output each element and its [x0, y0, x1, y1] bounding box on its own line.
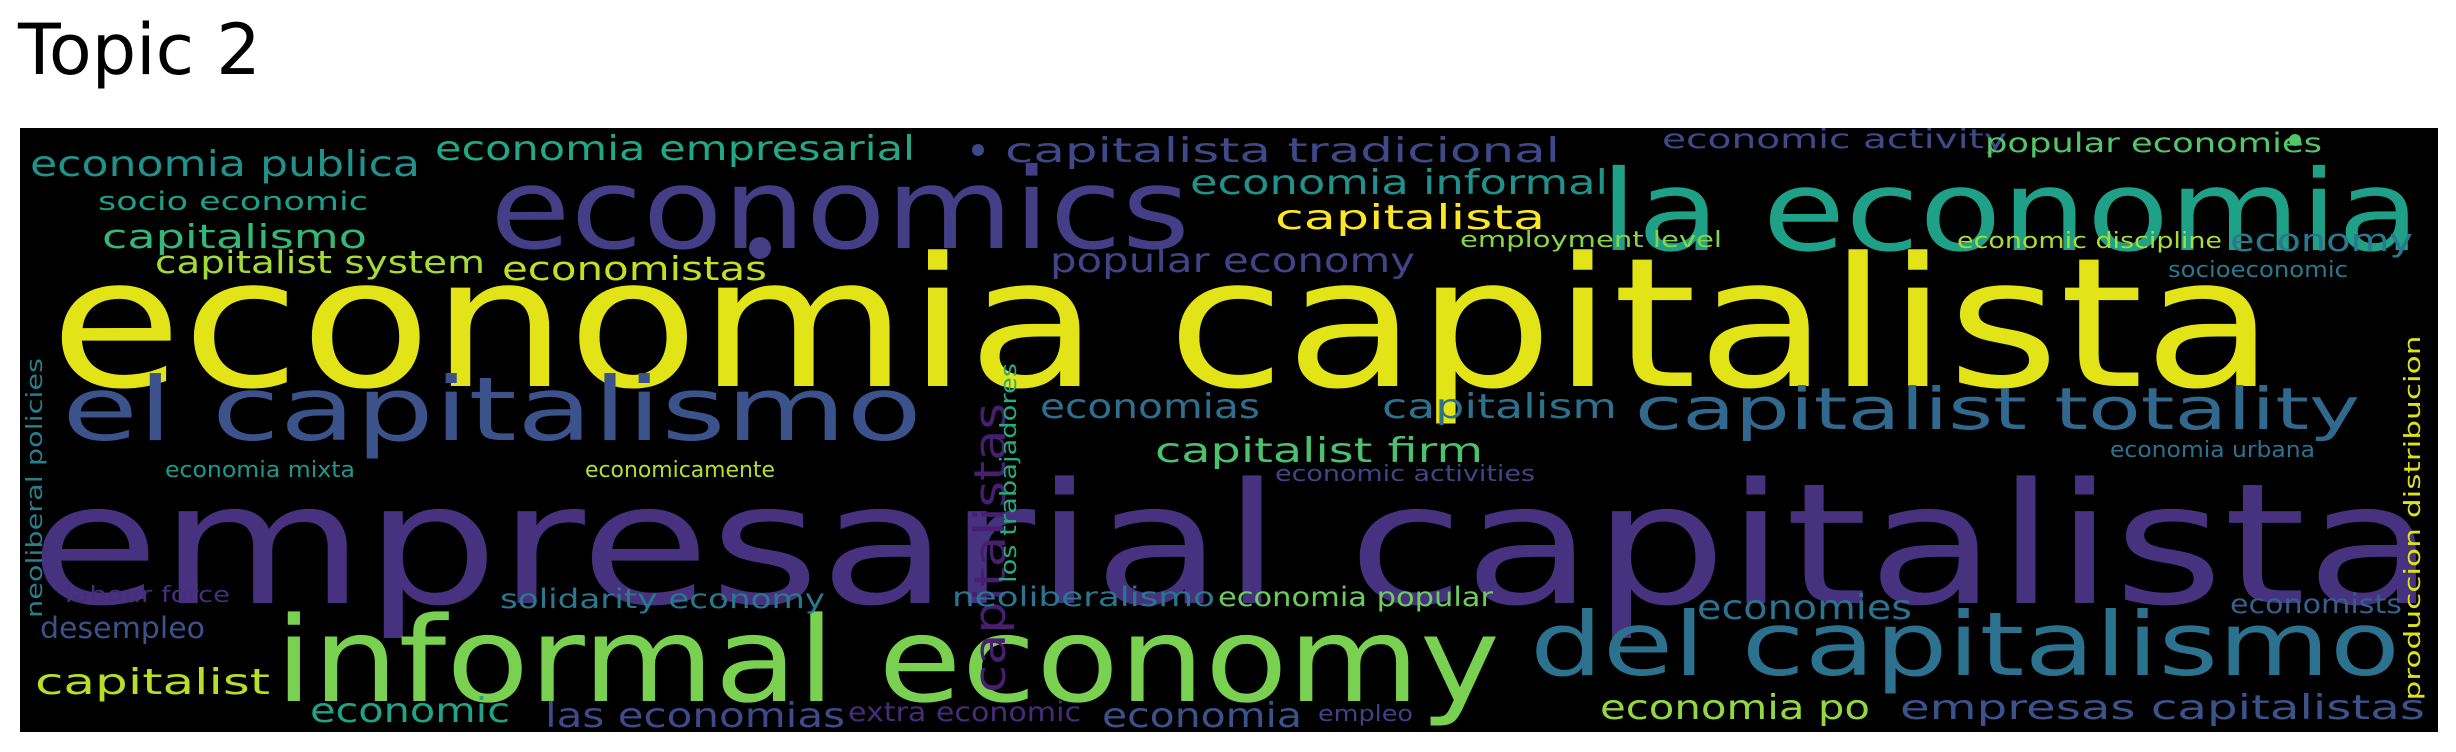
word-del-capitalismo: del capitalismo	[1530, 593, 2400, 696]
word-capitalismo: capitalismo	[102, 217, 367, 256]
word-economia-capitalista: economia capitalista	[50, 220, 2275, 429]
word-labour-force: labour force	[65, 583, 230, 608]
word-neoliberal-policies: neoliberal policies	[23, 358, 48, 618]
word-empresas-capitalistas: empresas capitalistas	[1900, 688, 2425, 728]
word-economia-informal: economia informal	[1190, 163, 1608, 203]
word-desempleo: desempleo	[40, 611, 205, 645]
word-produccion-distribucion: produccion distribucion	[2401, 336, 2426, 701]
word-informal-economy: informal economy	[275, 591, 1500, 729]
word-employment-level: employment level	[1460, 228, 1722, 253]
word-fragment-dot-3	[749, 237, 771, 259]
word-fragment-dot-2	[2289, 134, 2301, 146]
word-empresarial-capitalista: empresarial capitalista	[30, 447, 2435, 643]
word-economistas: economistas	[502, 249, 767, 288]
word-capitalist-totality: capitalist totality	[1635, 375, 2360, 443]
word-economic: economic	[310, 691, 510, 731]
word-economies: economies	[1697, 588, 1912, 628]
word-capitalist: capitalist	[35, 662, 270, 703]
word-capitalista-tradicional: capitalista tradicional	[1005, 131, 1560, 171]
word-capitalistas: capitalistas	[965, 403, 1016, 693]
word-la-economia: la economia	[1600, 147, 2420, 277]
word-economia-po: economia po	[1600, 688, 1870, 728]
word-capitalism: capitalism	[1382, 387, 1617, 427]
word-neoliberalismo: neoliberalismo	[952, 582, 1215, 613]
word-socioeconomic: socioeconomic	[2168, 258, 2348, 283]
word-economists: economists	[2230, 589, 2402, 620]
word-economicamente: economicamente	[585, 458, 775, 483]
word-extra-economic: extra economic	[848, 697, 1081, 728]
word-economia: economia	[1102, 696, 1302, 732]
word-economia-empresarial: economia empresarial	[435, 129, 915, 169]
word-los-trabajadores: los trabajadores	[997, 363, 1022, 583]
word-solidarity-economy: solidarity economy	[500, 584, 825, 615]
word-las-economias: las economias	[545, 696, 845, 732]
word-popular-economies: popular economies	[1985, 128, 2322, 159]
word-popular-economy: popular economy	[1050, 241, 1415, 281]
word-capitalista: capitalista	[1275, 198, 1545, 238]
word-economia-popular: economia popular	[1218, 582, 1494, 613]
word-socio-economic: socio economic	[98, 187, 368, 217]
word-economic-discipline: economic discipline	[1957, 229, 2222, 254]
word-economia-mixta: economia mixta	[165, 458, 355, 483]
word-economia-urbana: economia urbana	[2110, 438, 2315, 463]
word-economics: economics	[490, 145, 1190, 275]
word-el-capitalismo: el capitalismo	[62, 358, 922, 461]
word-economy: economy	[2230, 223, 2413, 259]
word-capitalist-firm: capitalist firm	[1155, 431, 1483, 471]
word-economic-activities: economic activities	[1275, 462, 1535, 487]
word-economias: economias	[1040, 387, 1260, 427]
word-empleo: empleo	[1318, 702, 1413, 727]
chart-title: Topic 2	[18, 9, 261, 91]
word-fragment-dot-1	[972, 144, 984, 156]
word-capitalist-system: capitalist system	[155, 245, 485, 281]
word-economic-activity: economic activity	[1662, 128, 2007, 155]
word-economia-publica: economia publica	[30, 144, 420, 185]
